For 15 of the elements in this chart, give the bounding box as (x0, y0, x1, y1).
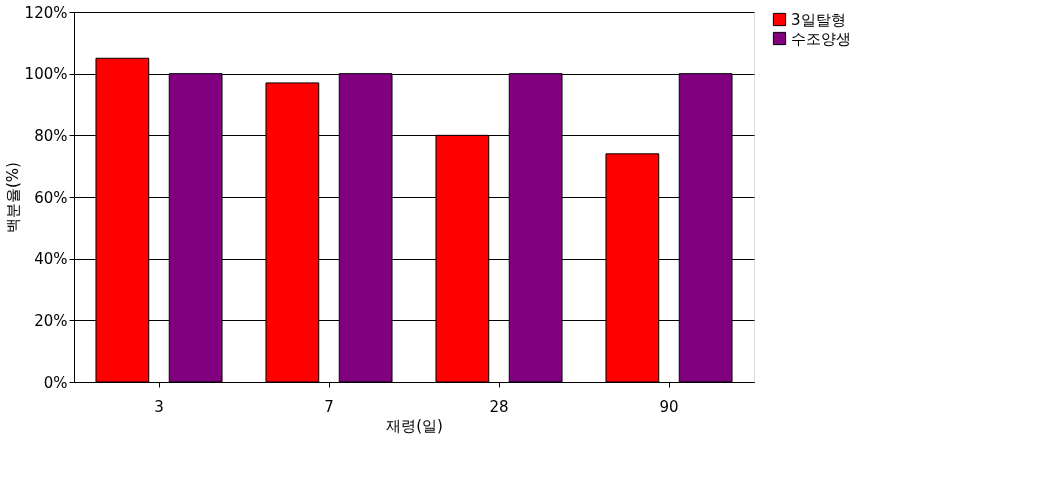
y-tick-label: 120% (24, 3, 68, 22)
x-tick-label: 7 (324, 397, 334, 416)
y-axis-title: 백분율(%) (3, 162, 22, 233)
x-tick-label: 90 (659, 397, 679, 416)
y-tick-label: 40% (34, 250, 68, 269)
legend-label: 수조양생 (791, 29, 851, 48)
y-tick-label: 100% (24, 65, 68, 84)
y-tick-label: 80% (34, 126, 68, 145)
y-tick-label: 20% (34, 311, 68, 330)
x-tick-label: 28 (489, 397, 509, 416)
x-axis-title: 재령(일) (386, 416, 443, 435)
y-tick-label: 0% (43, 373, 68, 392)
x-tick-label: 3 (154, 397, 164, 416)
legend-label: 3일탈형 (791, 10, 846, 29)
y-tick-label: 60% (34, 188, 68, 207)
